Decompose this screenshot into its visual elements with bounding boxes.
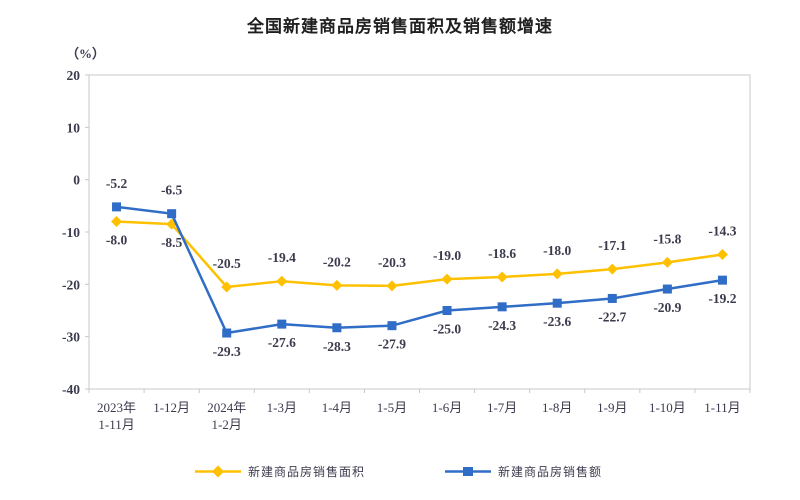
data-label-area: -17.1 [598,238,626,253]
series-line-amount [116,205,723,335]
legend-item-sales-amount: 新建商品房销售额 [445,463,602,480]
data-point-marker-amount [497,302,507,312]
data-point-marker-area [661,256,673,268]
legend-item-sales-area: 新建商品房销售面积 [195,463,365,480]
data-point-marker-amount [442,306,452,315]
y-tick-label: -10 [62,225,80,240]
y-tick-label: 20 [67,68,81,83]
chart-title: 全国新建商品房销售面积及销售额增速 [247,17,553,36]
data-label-area: -20.2 [323,254,351,269]
data-point-marker-area [496,271,508,283]
series-line-area [116,220,723,289]
y-tick-label: -20 [62,277,80,292]
data-point-marker-area [606,263,618,275]
x-axis-label: 1-9月 [597,400,627,415]
data-point-marker-amount [662,284,672,294]
y-tick-label: 0 [73,173,80,188]
legend-label-sales-area: 新建商品房销售面积 [248,465,366,479]
data-label-amount: -20.9 [653,300,681,315]
x-axis-label: 1-7月 [487,400,517,415]
data-point-marker-area [221,281,233,293]
data-label-area: -8.5 [161,235,183,250]
x-axis-label: 2023年 1-11月 [97,400,136,432]
legend-marker-sales-area [195,465,241,478]
x-axis-label: 1-6月 [432,400,462,415]
x-axis-label: 1-3月 [267,400,297,415]
data-label-amount: -25.0 [433,322,461,337]
data-point-marker-amount [552,298,562,308]
data-point-marker-area [441,273,453,285]
x-axis-label: 1-4月 [322,400,352,415]
data-label-amount: -6.5 [161,183,183,198]
data-label-amount: -29.3 [213,344,241,359]
data-label-amount: -23.6 [543,314,571,329]
data-point-marker-area [716,249,728,261]
data-point-marker-amount [112,202,122,212]
data-label-area: -15.8 [653,231,681,246]
data-label-area: -19.4 [268,250,296,265]
y-tick-label: -30 [62,330,80,345]
data-point-marker-area [386,280,398,292]
data-label-amount: -27.9 [378,337,406,352]
data-label-area: -8.0 [106,233,128,248]
x-axis-label: 1-5月 [377,400,407,415]
legend-marker-sales-amount [445,467,491,476]
data-point-marker-amount [607,293,617,303]
data-point-marker-amount [167,209,177,219]
y-axis-unit-label: （%） [66,46,106,61]
data-label-amount: -19.2 [708,291,736,306]
data-point-marker-amount [332,323,342,333]
data-label-area: -14.3 [708,224,736,239]
legend-label-sales-amount: 新建商品房销售额 [498,465,603,479]
x-axis-label: 1-10月 [649,400,686,415]
data-point-marker-amount [387,321,397,331]
data-point-marker-amount [277,319,287,329]
data-label-area: -18.6 [488,246,516,261]
data-point-marker-area [111,216,123,228]
x-axis-label: 1-11月 [704,400,740,415]
x-axis-label: 1-8月 [542,400,572,415]
x-axis-label: 1-12月 [153,400,190,415]
data-label-amount: -28.3 [323,339,351,354]
data-label-amount: -22.7 [598,309,626,324]
data-label-amount: -27.6 [268,335,296,350]
data-point-marker-area [551,268,563,280]
data-label-area: -20.5 [213,256,241,271]
data-point-marker-area [276,275,288,287]
y-tick-label: -40 [62,382,80,397]
y-tick-label: 10 [67,120,81,135]
plot-border [88,74,751,390]
data-point-marker-amount [222,328,232,338]
data-label-amount: -24.3 [488,318,516,333]
data-label-amount: -5.2 [106,176,128,191]
data-point-marker-amount [717,275,727,285]
x-axis-label: 2024年 1-2月 [207,400,246,432]
data-point-marker-area [331,279,343,291]
data-label-area: -20.3 [378,255,406,270]
data-label-area: -19.0 [433,248,461,263]
data-label-area: -18.0 [543,243,571,258]
